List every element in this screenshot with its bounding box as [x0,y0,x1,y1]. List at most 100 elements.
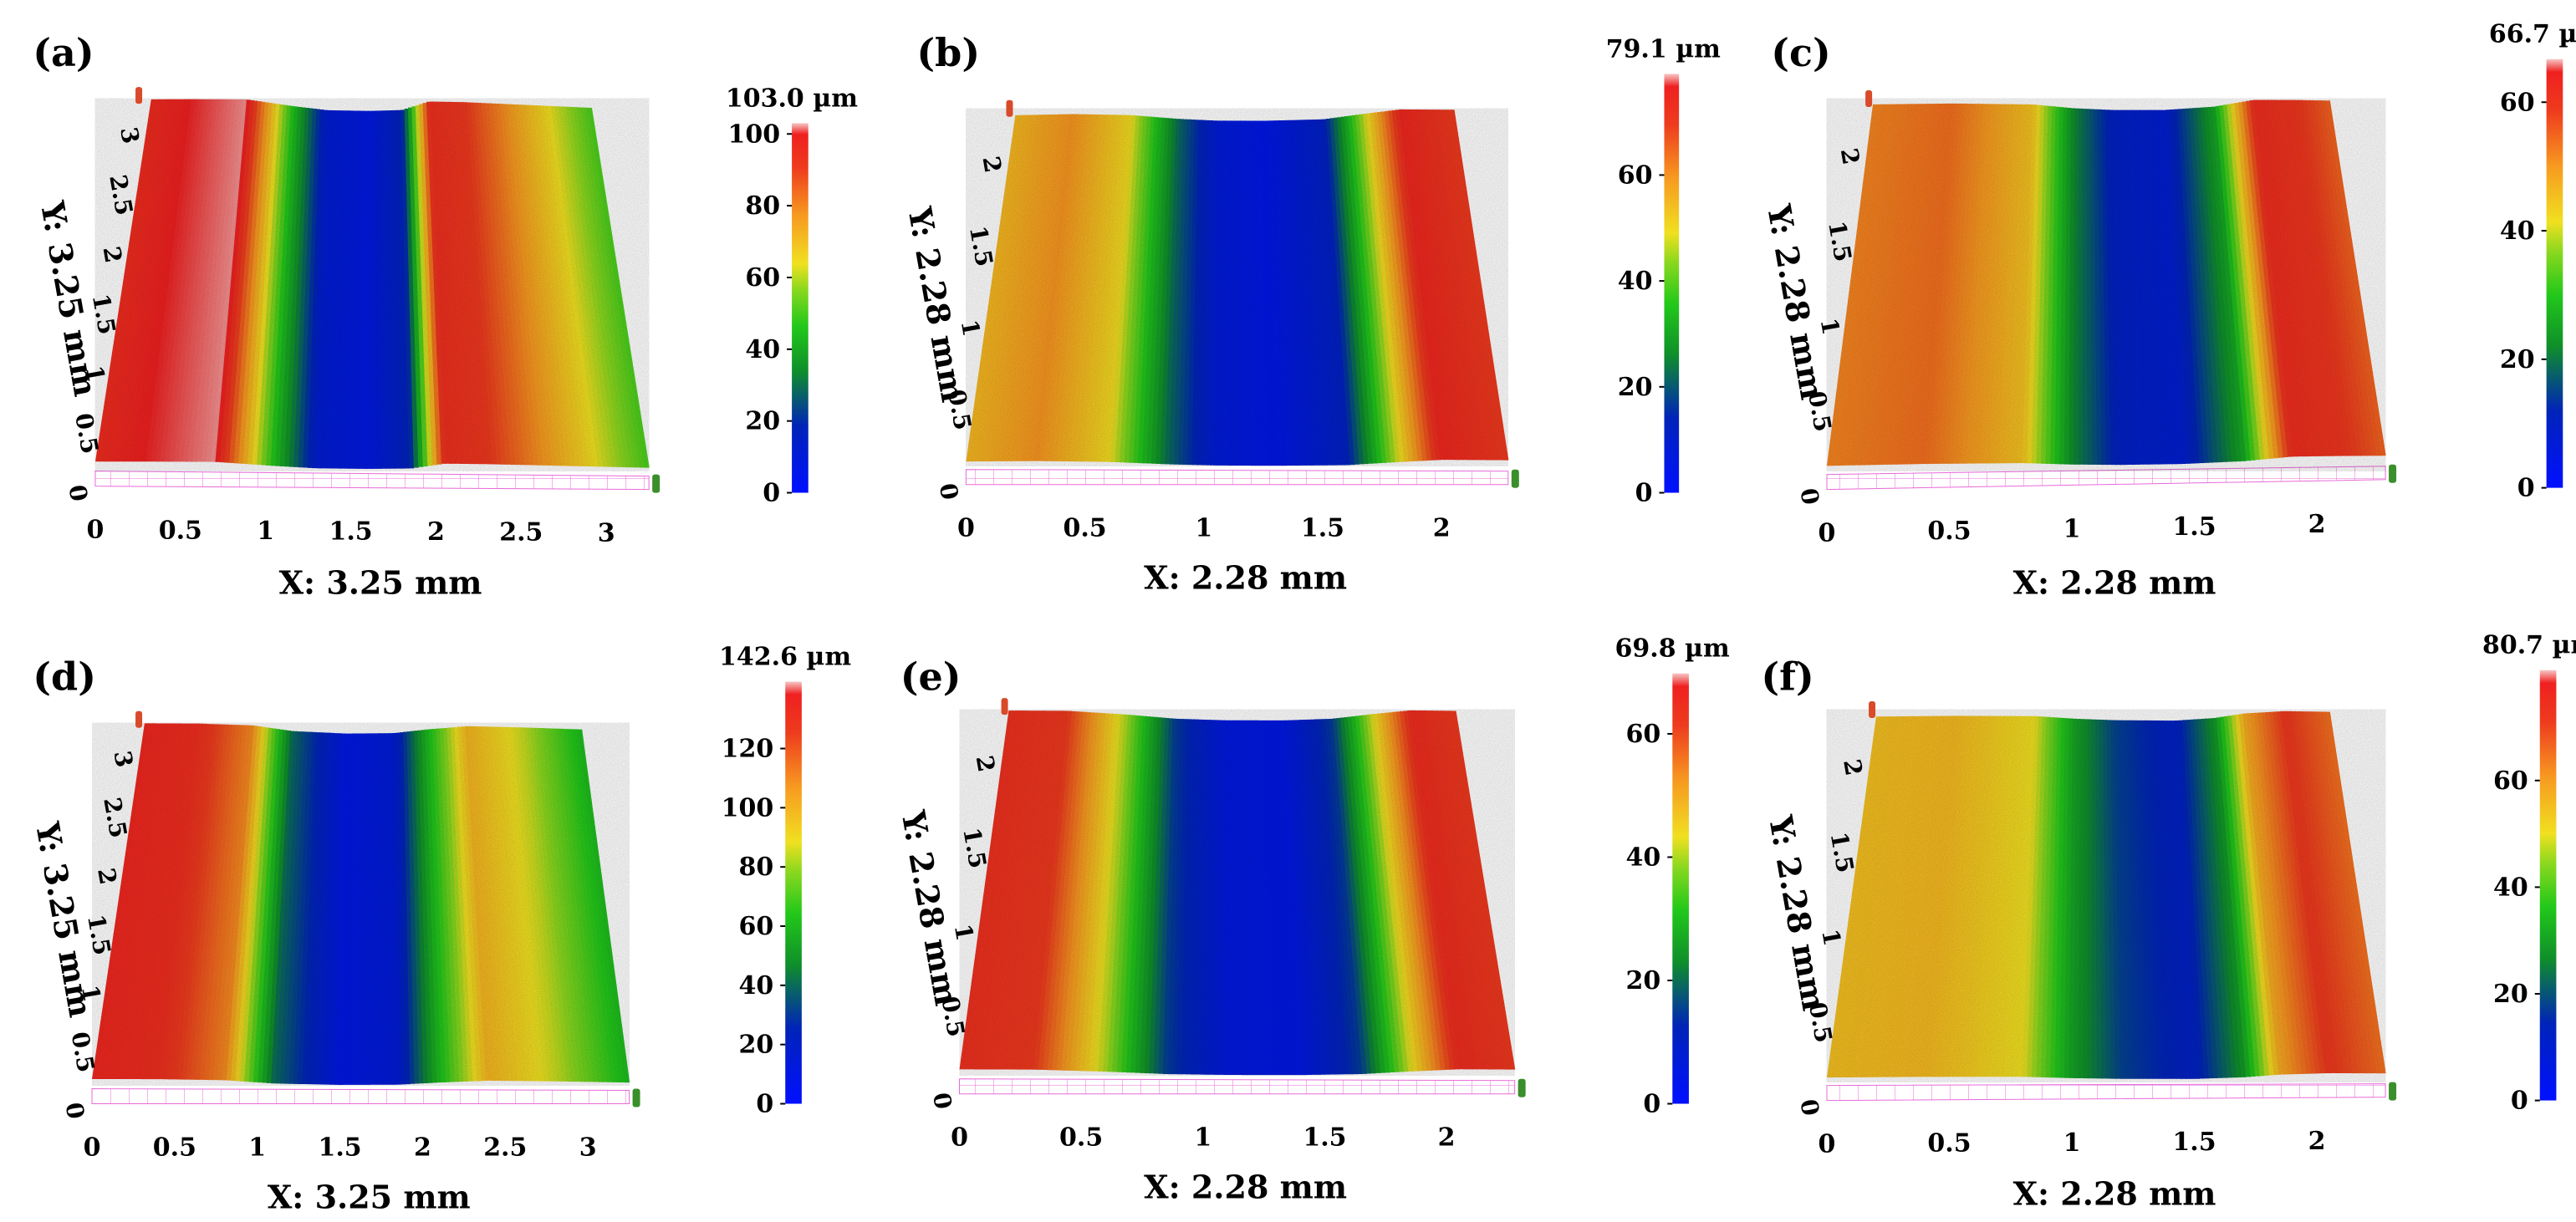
y-tick-label: 0.5 [66,1030,100,1075]
colorbar-tick-label: 60 [1618,160,1653,190]
x-tick-label: 1.5 [318,1133,361,1163]
colorbar-tick-label: 20 [1626,966,1661,995]
x-tick-label: 0.5 [1063,514,1106,543]
corner-marker [652,474,661,493]
colorbar-tick-label: 100 [722,793,774,822]
panel-label: (e) [900,654,962,700]
y-axis-title: Y: 2.28 mm [1760,201,1831,402]
x-tick-label: 1.5 [2172,1128,2216,1157]
colorbar [1672,673,1689,1104]
panel-label: (f) [1761,654,1813,700]
colorbar [2546,59,2563,488]
y-tick-label: 1.5 [964,224,998,269]
x-tick-label: 0.5 [153,1133,196,1163]
y-tick-label: 0 [927,1091,957,1112]
corner-marker [135,87,143,104]
colorbar-tick-label: 0 [763,479,780,508]
x-tick-label: 0.5 [1927,517,1971,546]
panel-label: (c) [1771,30,1831,75]
colorbar-tick-label: 40 [745,335,780,364]
colorbar [1664,74,1680,493]
colorbar-tick-label: 20 [2493,980,2528,1009]
x-tick-label: 0.5 [1927,1129,1971,1158]
y-tick-label: 0 [59,1100,89,1121]
panel-d: (d)0 0.5 1 1.5 2 2.5 3X: 3.25 mm00.511.522.53Y… [28,642,851,1215]
colorbar-max-label: 69.8 µm [1615,634,1730,664]
x-tick-label: 1.5 [329,517,372,546]
x-tick-label: 0 [1819,519,1836,548]
colorbar-tick-label: 60 [745,263,780,293]
x-tick-label: 1 [1195,514,1212,543]
colorbar-tick-label: 80 [745,191,780,221]
x-tick-label: 3 [579,1133,597,1163]
colorbar-max-label: 79.1 µm [1606,34,1721,64]
x-axis-title: X: 2.28 mm [2013,1175,2216,1213]
x-tick-label: 1 [2063,1128,2081,1158]
colorbar-tick-label: 40 [738,971,773,1001]
colorbar-tick-label: 60 [2493,766,2528,796]
colorbar-tick-label: 100 [727,120,780,149]
x-axis-title: X: 2.28 mm [1144,1169,1347,1206]
panel-a: (a)0 0.5 1 1.5 2 2.5 3X: 3.25 mm00.511.522.53Y… [33,30,858,602]
corner-marker [1869,701,1876,719]
colorbar-tick-label: 0 [2511,1087,2528,1116]
surface-texture [94,98,650,471]
x-tick-label: 1 [1194,1123,1211,1153]
x-axis-title: X: 3.25 mm [268,1179,471,1216]
x-axis-title: X: 2.28 mm [1144,559,1347,597]
x-tick-label: 0.5 [159,516,202,545]
colorbar [2539,670,2557,1101]
x-tick-label: 0 [84,1133,101,1163]
x-tick-label: 1.5 [2172,512,2216,542]
corner-marker [1511,469,1519,488]
y-tick-label: 3 [108,749,138,770]
y-tick-label: 2 [977,154,1007,175]
y-tick-label: 3 [115,125,145,145]
corner-marker [2389,464,2397,483]
colorbar-tick-label: 120 [722,735,774,764]
x-tick-label: 2 [1433,514,1451,543]
colorbar-tick-label: 60 [1626,720,1661,749]
y-tick-label: 1.5 [1823,219,1857,264]
colorbar-max-label: 142.6 µm [719,642,851,671]
x-tick-label: 1 [2063,514,2081,543]
colorbar [785,681,802,1104]
colorbar-tick-label: 40 [2493,873,2528,902]
x-tick-label: 1 [257,517,274,546]
floor-grid [1826,466,2386,491]
x-tick-label: 1.5 [1303,1123,1346,1153]
x-tick-label: 0 [87,516,105,545]
colorbar-tick-label: 0 [756,1090,773,1119]
floor-grid [965,469,1509,486]
colorbar-tick-label: 40 [1618,267,1653,296]
y-tick-label: 1.5 [957,826,992,871]
x-tick-label: 0 [1819,1130,1836,1159]
y-tick-label: 0 [1794,1097,1824,1118]
y-tick-label: 1.5 [1825,830,1859,875]
y-axis-title: Y: 2.28 mm [900,203,972,405]
x-tick-label: 2.5 [483,1133,527,1163]
corner-marker [1006,99,1013,117]
colorbar-tick-label: 20 [1618,373,1653,402]
y-axis-title: Y: 2.28 mm [1762,812,1833,1013]
x-axis-title: X: 3.25 mm [279,564,482,602]
corner-marker [1865,90,1873,108]
corner-marker [632,1088,640,1107]
x-tick-label: 2 [2308,510,2326,539]
x-tick-label: 3 [598,518,615,547]
y-tick-label: 2.5 [104,172,138,217]
floor-grid [959,1078,1516,1095]
colorbar-max-label: 80.7 µm [2482,631,2576,660]
corner-marker [1518,1078,1526,1097]
y-tick-label: 0 [934,481,964,502]
surface-texture [959,709,1515,1076]
panel-label: (b) [916,30,980,75]
surface-texture [92,722,630,1086]
x-tick-label: 2 [427,517,445,547]
x-tick-label: 2 [2308,1127,2326,1156]
x-tick-label: 2.5 [499,518,543,547]
